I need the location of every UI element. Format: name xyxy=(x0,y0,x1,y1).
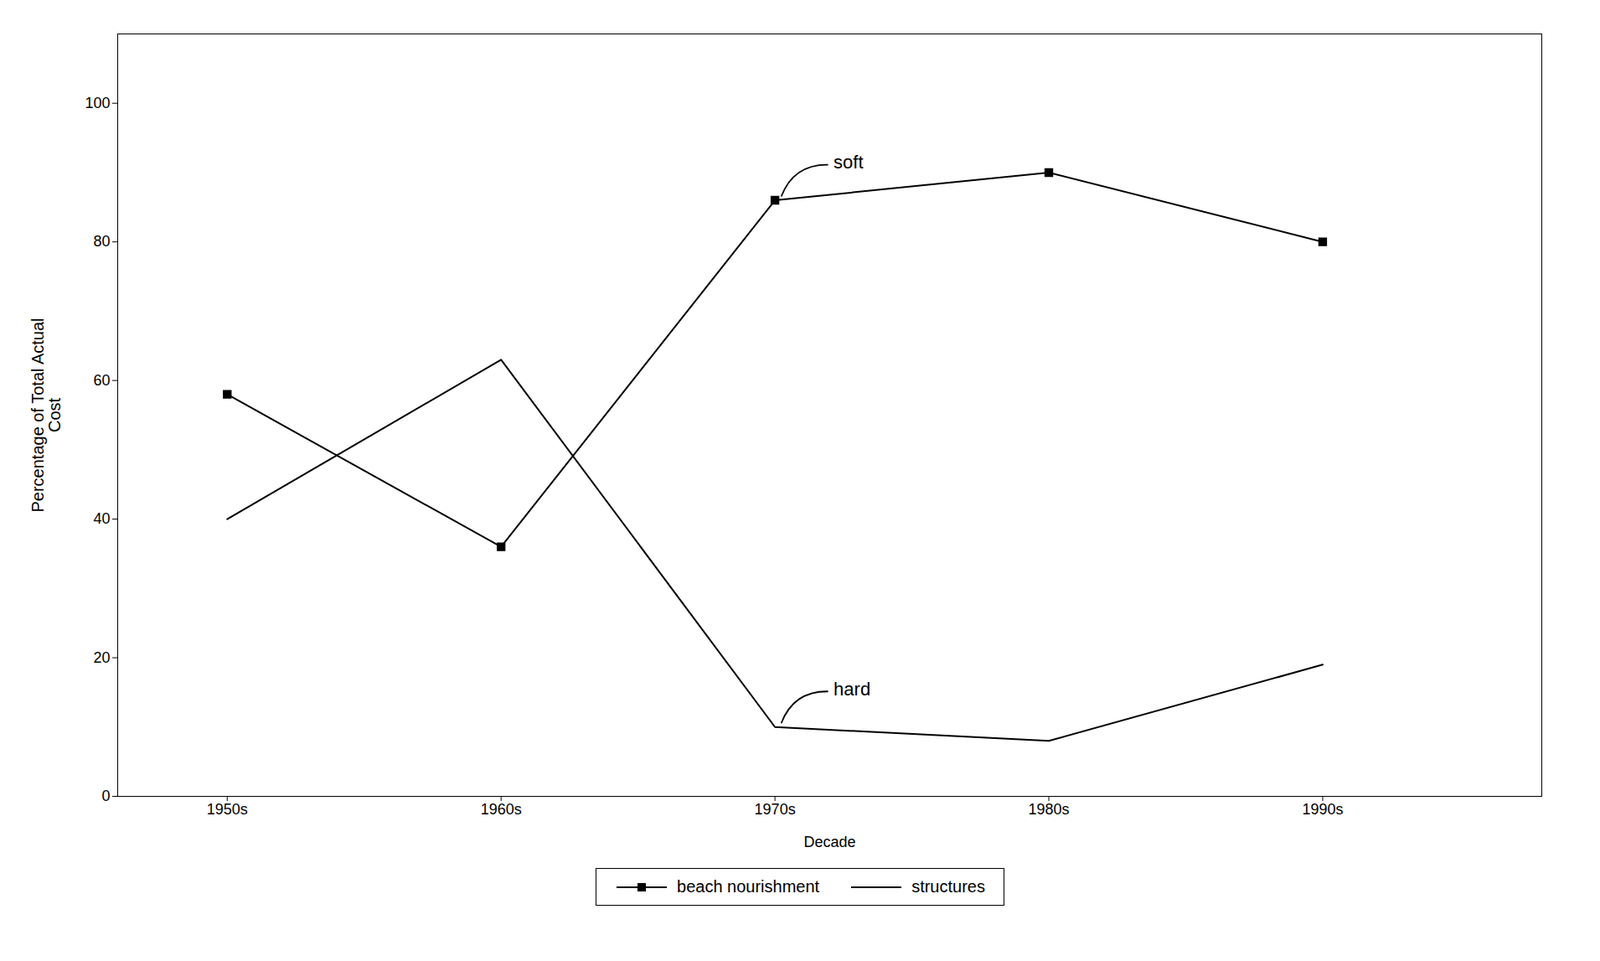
svg-text:1950s: 1950s xyxy=(206,800,248,818)
svg-text:1970s: 1970s xyxy=(754,800,796,818)
svg-text:Percentage of Total ActualCost: Percentage of Total ActualCost xyxy=(28,317,64,512)
svg-text:hard: hard xyxy=(833,678,871,700)
html-text:structures: structures xyxy=(911,877,986,896)
html-text:beach nourishment: beach nourishment xyxy=(676,877,820,896)
svg-text:1960s: 1960s xyxy=(480,800,522,818)
svg-text:1990s: 1990s xyxy=(1301,800,1343,818)
svg-text:60: 60 xyxy=(92,371,110,389)
svg-text:1980s: 1980s xyxy=(1028,800,1070,818)
svg-text:40: 40 xyxy=(92,510,110,527)
svg-text:0: 0 xyxy=(101,787,110,805)
svg-text:100: 100 xyxy=(84,94,110,112)
svg-text:soft: soft xyxy=(833,151,863,173)
svg-text:Decade: Decade xyxy=(803,833,856,851)
svg-text:80: 80 xyxy=(92,232,110,250)
svg-text:20: 20 xyxy=(92,649,110,666)
